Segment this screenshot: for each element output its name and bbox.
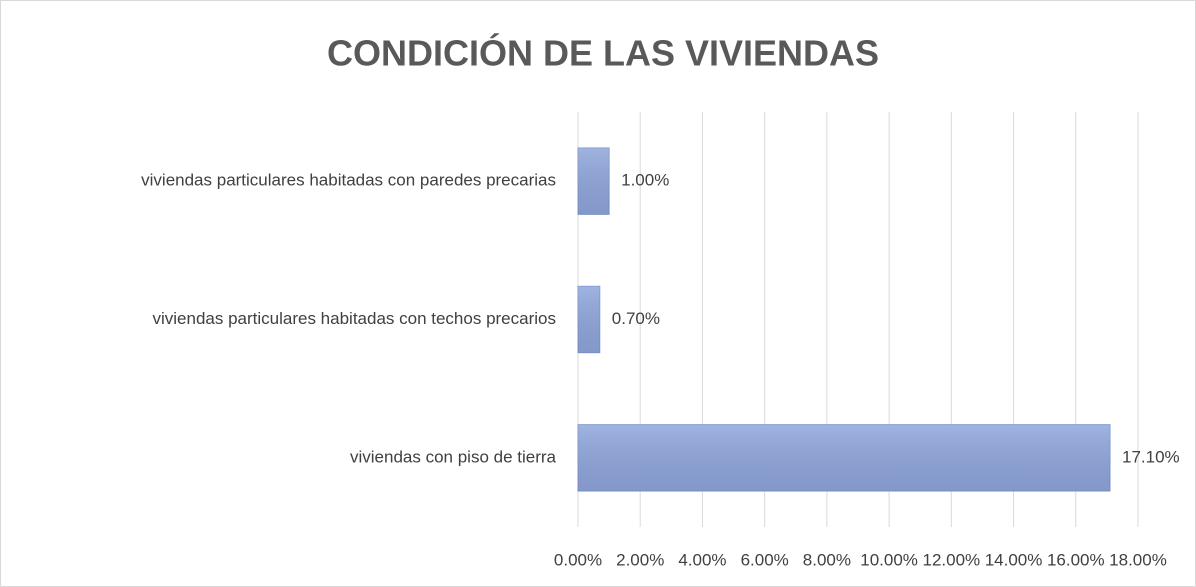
y-tick-label: viviendas particulares habitadas con tec…	[152, 309, 556, 328]
bar-shade	[578, 424, 1110, 492]
y-tick-label: viviendas particulares habitadas con par…	[141, 171, 556, 190]
x-tick-label: 16.00%	[1047, 550, 1105, 569]
x-tick-label: 6.00%	[741, 550, 789, 569]
x-tick-label: 18.00%	[1109, 550, 1167, 569]
x-tick-label: 14.00%	[985, 550, 1043, 569]
bar-shade	[578, 147, 610, 215]
x-tick-label: 12.00%	[922, 550, 980, 569]
data-label: 1.00%	[621, 171, 669, 190]
data-label: 0.70%	[612, 309, 660, 328]
x-tick-label: 10.00%	[860, 550, 918, 569]
x-tick-label: 0.00%	[554, 550, 602, 569]
x-tick-label: 2.00%	[616, 550, 664, 569]
x-tick-label: 4.00%	[678, 550, 726, 569]
bar-shade	[578, 286, 600, 353]
data-label: 17.10%	[1122, 447, 1180, 466]
x-tick-label: 8.00%	[803, 550, 851, 569]
chart-title: CONDICIÓN DE LAS VIVIENDAS	[327, 32, 879, 74]
y-tick-label: viviendas con piso de tierra	[350, 447, 557, 466]
